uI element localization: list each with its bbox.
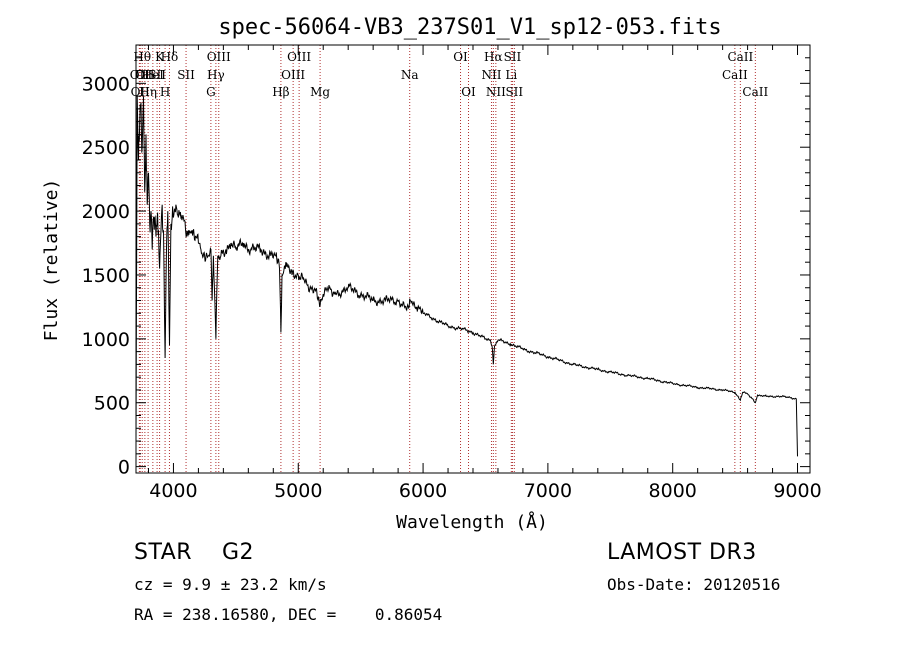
x-axis-label: Wavelength (Å) bbox=[396, 511, 548, 533]
spectral-line-label: OII bbox=[135, 68, 155, 82]
ra-dec-coordinates: RA = 238.16580, DEC = 0.86054 bbox=[134, 605, 443, 624]
y-tick-label: 0 bbox=[118, 457, 130, 479]
spectral-line-label: Hα bbox=[484, 50, 503, 64]
spectral-line-label: Hθ bbox=[133, 50, 151, 64]
x-tick-label: 8000 bbox=[649, 480, 697, 502]
observation-date: Obs-Date: 20120516 bbox=[607, 575, 781, 594]
spectral-line-label: K bbox=[155, 50, 165, 64]
y-tick-label: 3000 bbox=[82, 73, 130, 95]
y-tick-label: 2500 bbox=[82, 137, 130, 159]
spectral-line-labels: OIIOIIHθOIIHηHeISIIKHHδSIIGHγOIIIHβOIIIO… bbox=[130, 50, 769, 99]
x-tick-label: 7000 bbox=[524, 480, 572, 502]
x-tick-label: 9000 bbox=[773, 480, 821, 502]
plot-frame bbox=[135, 44, 811, 474]
x-axis-ticks: 4000 5000 6000 7000 8000 9000 bbox=[147, 45, 822, 502]
spectral-line-label: NII bbox=[481, 68, 501, 82]
spectral-line-label: G bbox=[206, 85, 216, 99]
spectral-line-label: OI bbox=[461, 85, 476, 99]
spectral-line-label: Hβ bbox=[272, 85, 289, 99]
y-axis-label: Flux (relative) bbox=[41, 179, 62, 342]
y-tick-label: 500 bbox=[94, 393, 130, 415]
spectral-line-label: CaII bbox=[727, 50, 753, 64]
spectral-line-label: HeI bbox=[142, 68, 165, 82]
x-tick-label: 4000 bbox=[149, 480, 197, 502]
spectral-line-label: H bbox=[160, 85, 170, 99]
y-tick-label: 1500 bbox=[82, 265, 130, 287]
spectral-line-label: SII bbox=[177, 68, 195, 82]
spectral-line-label: Li bbox=[505, 68, 517, 82]
spectral-line-label: Hγ bbox=[207, 68, 225, 82]
survey-name: LAMOST DR3 bbox=[607, 540, 757, 565]
x-tick-label: 6000 bbox=[399, 480, 447, 502]
spectral-line-label: Na bbox=[401, 68, 419, 82]
spectral-line-label: Mg bbox=[310, 85, 330, 99]
object-class: STAR G2 bbox=[134, 540, 255, 565]
spectral-line-label: SII bbox=[504, 50, 522, 64]
y-tick-label: 2000 bbox=[82, 201, 130, 223]
spectral-line-label: SII bbox=[505, 85, 523, 99]
chart-title: spec-56064-VB3_237S01_V1_sp12-053.fits bbox=[218, 15, 721, 40]
spectrum-line bbox=[135, 96, 798, 457]
spectral-line-label: SII bbox=[148, 68, 166, 82]
y-tick-label: 1000 bbox=[82, 329, 130, 351]
spectral-line-label: CaII bbox=[742, 85, 768, 99]
spectral-line-label: OII bbox=[130, 68, 150, 82]
spectral-line-label: Hδ bbox=[161, 50, 179, 64]
x-tick-label: 5000 bbox=[274, 480, 322, 502]
spectral-line-markers bbox=[138, 45, 756, 473]
spectral-line-label: Hη bbox=[139, 85, 157, 99]
spectral-line-label: OIII bbox=[287, 50, 311, 64]
spectral-line-label: OI bbox=[453, 50, 468, 64]
spectral-line-label: CaII bbox=[722, 68, 748, 82]
spectral-line-label: OIII bbox=[281, 68, 305, 82]
spectral-line-label: NII bbox=[486, 85, 506, 99]
spectral-line-label: OII bbox=[131, 85, 151, 99]
spectral-line-label: OIII bbox=[207, 50, 231, 64]
redshift-velocity: cz = 9.9 ± 23.2 km/s bbox=[134, 575, 327, 594]
y-axis-ticks: 0 500 1000 1500 2000 2500 3000 bbox=[82, 57, 810, 479]
